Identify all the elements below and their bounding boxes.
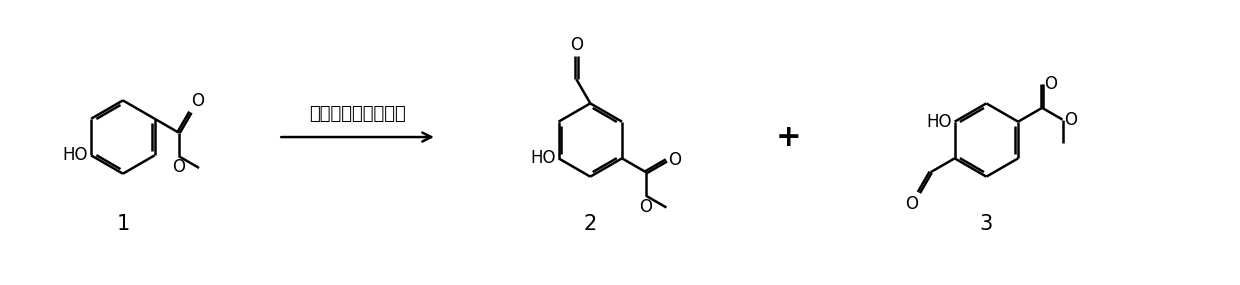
Text: O: O [640,198,652,216]
Text: O: O [1064,111,1078,129]
Text: 3: 3 [980,214,993,234]
Text: +: + [775,123,801,152]
Text: 乌洛托品，三氟乙酸: 乌洛托品，三氟乙酸 [309,105,405,123]
Text: HO: HO [926,113,951,131]
Text: HO: HO [529,149,556,167]
Text: 2: 2 [584,214,596,234]
Text: O: O [191,92,205,110]
Text: HO: HO [63,146,88,164]
Text: O: O [668,151,682,169]
Text: 1: 1 [117,214,129,234]
Text: O: O [1044,75,1058,93]
Text: O: O [570,36,583,54]
Text: O: O [172,158,185,176]
Text: O: O [905,195,918,213]
